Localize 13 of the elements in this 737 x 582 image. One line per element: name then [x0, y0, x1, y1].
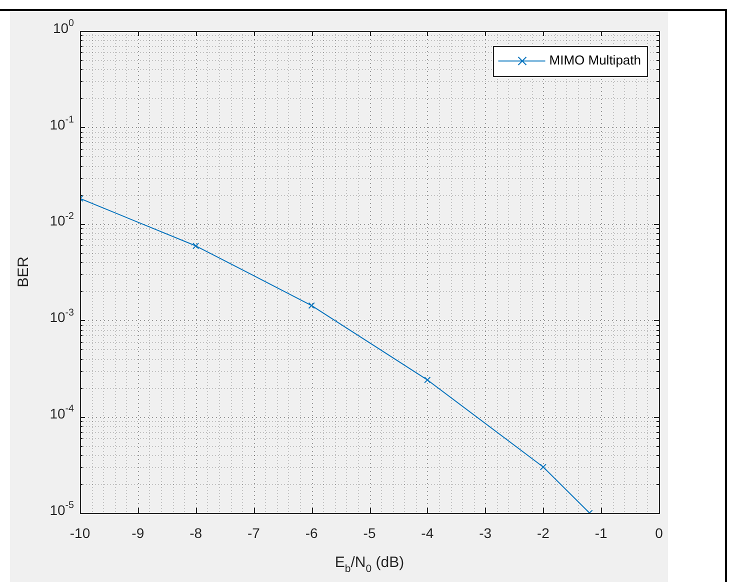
x-tick-label: -9: [132, 524, 144, 541]
x-tick-label: -1: [594, 524, 608, 541]
legend-label: MIMO Multipath: [549, 52, 642, 68]
x-tick-label: -5: [363, 524, 376, 541]
x-tick-label: -6: [305, 524, 318, 541]
x-tick-label: -4: [421, 524, 434, 541]
x-tick-label: 0: [655, 524, 664, 541]
x-tick-label: -8: [190, 524, 202, 541]
y-axis-title: BER: [15, 256, 32, 288]
x-tick-label: -2: [536, 524, 550, 541]
x-tick-label: -7: [247, 524, 260, 541]
x-tick-label: -3: [479, 524, 492, 541]
x-tick-label: -10: [70, 524, 90, 541]
